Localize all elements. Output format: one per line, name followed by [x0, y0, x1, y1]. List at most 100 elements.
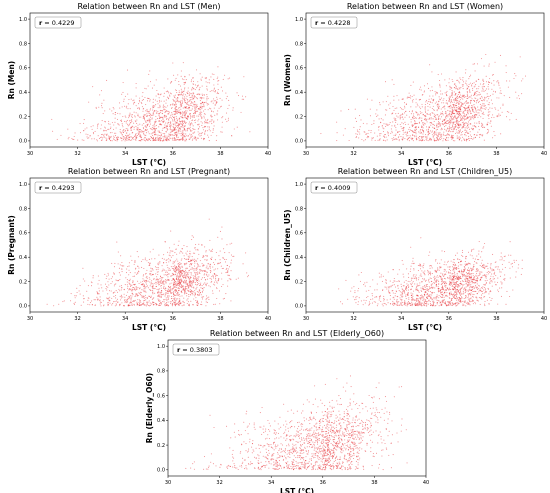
scatter-point	[56, 138, 58, 140]
scatter-point	[152, 248, 154, 250]
scatter-point	[473, 82, 475, 84]
scatter-point	[472, 129, 474, 131]
scatter-point	[230, 254, 233, 256]
scatter-point	[458, 103, 460, 105]
scatter-point	[148, 258, 150, 260]
scatter-point	[217, 66, 219, 68]
scatter-point	[404, 121, 406, 123]
scatter-point	[193, 270, 195, 272]
scatter-point	[158, 283, 160, 285]
scatter-point	[443, 102, 445, 104]
scatter-point	[200, 282, 202, 284]
scatter-point	[179, 298, 181, 300]
scatter-point	[166, 129, 168, 131]
scatter-point	[114, 305, 116, 307]
scatter-point	[158, 304, 160, 306]
scatter-point	[185, 113, 187, 116]
scatter-point	[149, 288, 151, 291]
scatter-point	[185, 275, 187, 277]
scatter-point	[135, 134, 137, 137]
scatter-point	[203, 283, 205, 285]
scatter-point	[484, 108, 486, 110]
scatter-point	[204, 282, 206, 284]
scatter-point	[421, 106, 423, 108]
scatter-point	[190, 99, 192, 101]
scatter-point	[420, 131, 423, 133]
scatter-point	[457, 97, 459, 99]
correlation-value: = 0.4293	[42, 184, 74, 192]
scatter-point	[199, 100, 201, 102]
scatter-point	[476, 114, 478, 116]
scatter-point	[188, 74, 190, 76]
scatter-point	[187, 255, 189, 257]
scatter-point	[174, 124, 176, 126]
scatter-point	[219, 262, 221, 264]
scatter-point	[120, 295, 122, 297]
scatter-point	[115, 290, 117, 292]
scatter-point	[438, 117, 440, 119]
scatter-point	[117, 112, 119, 114]
scatter-point	[394, 135, 396, 137]
scatter-point	[183, 82, 185, 84]
scatter-point	[419, 111, 421, 113]
scatter-point	[157, 263, 159, 265]
scatter-point	[486, 88, 488, 90]
scatter-point	[454, 128, 456, 130]
scatter-point	[140, 136, 143, 138]
scatter-point	[155, 286, 157, 288]
scatter-point	[87, 134, 89, 136]
scatter-point	[429, 113, 431, 115]
scatter-point	[436, 138, 438, 140]
scatter-point	[477, 90, 479, 92]
scatter-point	[498, 113, 500, 115]
scatter-point	[201, 97, 203, 99]
scatter-point	[466, 117, 468, 120]
scatter-point	[166, 126, 168, 128]
scatter-point	[135, 125, 137, 127]
scatter-point	[183, 120, 185, 122]
scatter-point	[132, 137, 134, 139]
scatter-point	[182, 271, 184, 273]
scatter-point	[187, 116, 189, 118]
scatter-point	[137, 127, 139, 129]
scatter-point	[214, 114, 216, 116]
scatter-point	[173, 294, 175, 296]
scatter-point	[458, 136, 460, 138]
scatter-point	[434, 113, 436, 115]
scatter-point	[152, 124, 154, 127]
scatter-point	[155, 121, 157, 123]
scatter-point	[470, 112, 472, 114]
scatter-point	[139, 134, 141, 136]
scatter-point	[423, 115, 425, 117]
scatter-point	[444, 122, 446, 124]
scatter-point	[458, 114, 460, 116]
scatter-point	[487, 109, 489, 111]
scatter-point	[163, 258, 165, 260]
scatter-point	[423, 284, 426, 286]
scatter-point	[143, 119, 146, 121]
scatter-point	[203, 296, 205, 298]
scatter-point	[123, 139, 125, 141]
scatter-point	[453, 101, 455, 103]
scatter-point	[156, 89, 158, 92]
scatter-point	[171, 130, 173, 132]
scatter-point	[469, 96, 471, 98]
scatter-point	[466, 130, 468, 132]
scatter-point	[160, 110, 162, 112]
scatter-point	[429, 101, 431, 103]
scatter-point	[488, 81, 490, 83]
scatter-point	[125, 277, 127, 279]
scatter-point	[123, 100, 125, 102]
scatter-point	[200, 79, 202, 81]
scatter-point	[344, 128, 346, 130]
scatter-point	[138, 129, 140, 131]
scatter-point	[465, 295, 467, 297]
scatter-point	[181, 102, 183, 104]
scatter-point	[79, 293, 81, 295]
scatter-point	[220, 131, 222, 133]
scatter-point	[91, 300, 93, 302]
scatter-point	[197, 137, 199, 139]
scatter-point	[455, 129, 458, 131]
scatter-point	[419, 130, 421, 132]
scatter-point	[192, 268, 194, 270]
